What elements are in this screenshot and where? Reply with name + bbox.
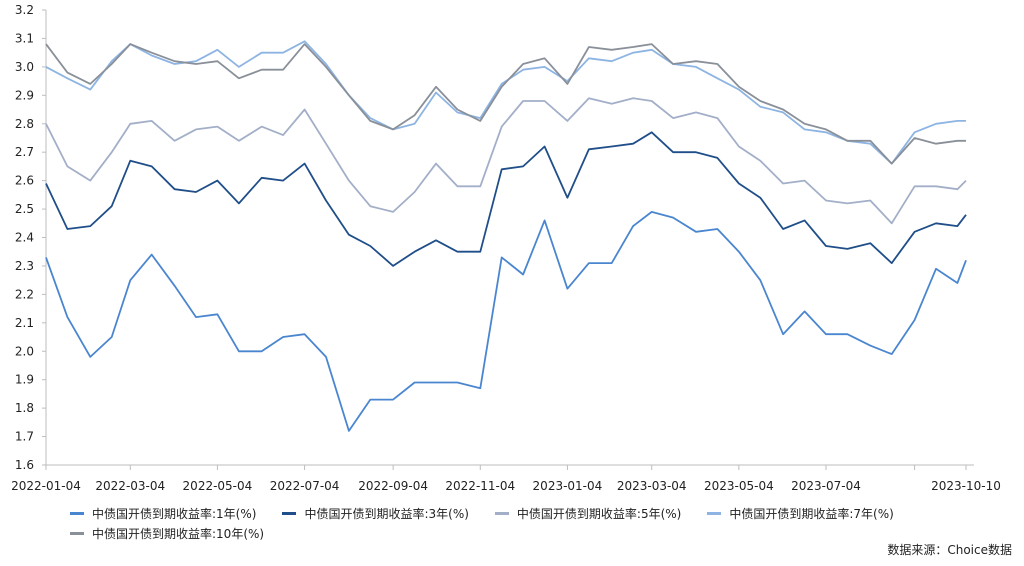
y-tick-label: 2.9 — [15, 88, 34, 102]
y-tick-label: 3.1 — [15, 31, 34, 45]
y-tick-label: 2.5 — [15, 202, 34, 216]
x-tick-label: 2023-05-04 — [704, 479, 774, 493]
series-lines — [45, 40, 967, 432]
legend-swatch — [282, 511, 297, 515]
x-tick-label: 2022-01-04 — [11, 479, 81, 493]
legend-label: 中债国开债到期收益率:5年(%) — [516, 506, 682, 521]
y-tick-label: 1.6 — [15, 458, 34, 472]
y-tick-label: 2.6 — [15, 174, 34, 188]
y-axis: 3.2 3.1 3.0 2.9 2.8 2.7 2.6 2.5 2.4 2.3 2.2 2.1 2.0 1… — [15, 3, 47, 472]
x-tick-label: 2023-10-10 — [931, 479, 1001, 493]
y-tick-label: 2.0 — [15, 344, 34, 358]
y-tick-label: 1.9 — [15, 373, 34, 387]
y-tick-label: 2.2 — [15, 287, 34, 301]
series-line-3 — [45, 40, 966, 165]
legend: 中债国开债到期收益率:1年(%) 中债国开债到期收益率:3年(%) 中债国开债到期收… — [70, 503, 970, 543]
legend-swatch — [70, 531, 84, 535]
legend-label: 中债国开债到期收益率:1年(%) — [92, 506, 257, 521]
y-tick-label: 2.8 — [15, 117, 34, 131]
legend-label: 中债国开债到期收益率:7年(%) — [729, 506, 894, 521]
legend-label: 中债国开债到期收益率:3年(%) — [304, 506, 469, 521]
y-tick-label: 2.4 — [15, 231, 34, 245]
x-tick-label: 2023-07-04 — [791, 479, 861, 493]
y-tick-label: 3.0 — [15, 60, 34, 74]
y-tick-label: 2.7 — [15, 145, 34, 159]
legend-swatch — [70, 511, 84, 515]
x-tick-label: 2022-05-04 — [183, 479, 253, 493]
legend-item: 中债国开债到期收益率:7年(%) — [707, 503, 894, 523]
data-source: 数据来源：Choice数据 — [887, 543, 1012, 557]
legend-item: 中债国开债到期收益率:10年(%) — [70, 523, 264, 543]
x-tick-label: 2022-07-04 — [270, 479, 340, 493]
series-line-1 — [45, 131, 967, 267]
legend-item: 中债国开债到期收益率:3年(%) — [282, 503, 469, 523]
legend-swatch — [494, 511, 509, 515]
x-tick-label: 2022-03-04 — [95, 479, 165, 493]
x-tick-label: 2023-01-04 — [533, 479, 603, 493]
y-tick-label: 3.2 — [15, 3, 34, 17]
y-tick-label: 1.7 — [15, 430, 34, 444]
line-chart: 3.2 3.1 3.0 2.9 2.8 2.7 2.6 2.5 2.4 2.3 2.2 2.1 2.0 1… — [11, 3, 1001, 493]
x-tick-label: 2023-03-04 — [617, 479, 687, 493]
x-tick-label: 2022-09-04 — [358, 479, 428, 493]
y-tick-label: 2.3 — [15, 259, 34, 273]
series-line-4 — [45, 43, 966, 165]
legend-swatch — [707, 511, 722, 515]
x-axis: 2022-01-04 2022-03-04 2022-05-04 2022-07-04… — [11, 464, 1001, 493]
x-tick-label: 2022-11-04 — [445, 479, 515, 493]
series-line-0 — [45, 211, 967, 432]
series-line-2 — [45, 97, 967, 225]
legend-item: 中债国开债到期收益率:5年(%) — [494, 503, 682, 523]
legend-label: 中债国开债到期收益率:10年(%) — [92, 526, 265, 541]
legend-item: 中债国开债到期收益率:1年(%) — [70, 503, 256, 523]
y-tick-label: 2.1 — [15, 316, 34, 330]
y-tick-label: 1.8 — [15, 401, 34, 415]
